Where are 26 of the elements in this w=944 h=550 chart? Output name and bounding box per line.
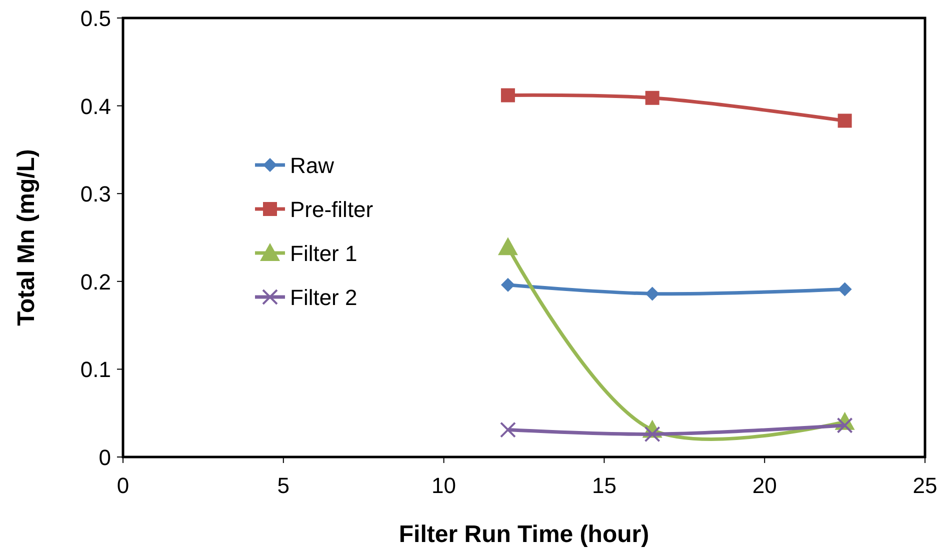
legend-label: Raw	[290, 153, 334, 178]
y-tick-label: 0	[98, 445, 111, 470]
y-tick-label: 0.2	[80, 269, 111, 294]
x-axis-title: Filter Run Time (hour)	[398, 521, 650, 548]
x-tick-label: 5	[277, 473, 290, 498]
x-tick-label: 25	[912, 473, 938, 498]
legend-label: Filter 2	[290, 285, 358, 310]
y-tick-label: 0.3	[80, 182, 111, 207]
point	[500, 278, 515, 292]
x-tick-label: 10	[432, 473, 456, 498]
y-tick-label: 0.4	[80, 94, 111, 119]
y-axis-title: Total Mn (mg/L)	[13, 149, 40, 326]
point	[500, 88, 515, 102]
x-tick-label: 20	[752, 473, 777, 498]
legend-label: Filter 1	[290, 241, 358, 266]
x-tick-label: 15	[592, 473, 616, 498]
point	[498, 237, 518, 256]
y-tick-label: 0.5	[80, 6, 111, 31]
legend-label: Pre-filter	[290, 197, 374, 222]
y-tick-label: 0.1	[80, 357, 111, 382]
point	[645, 90, 660, 105]
point	[645, 286, 660, 301]
x-tick-label: 0	[116, 473, 130, 498]
point	[838, 114, 852, 128]
point	[838, 282, 852, 296]
point	[500, 422, 516, 438]
